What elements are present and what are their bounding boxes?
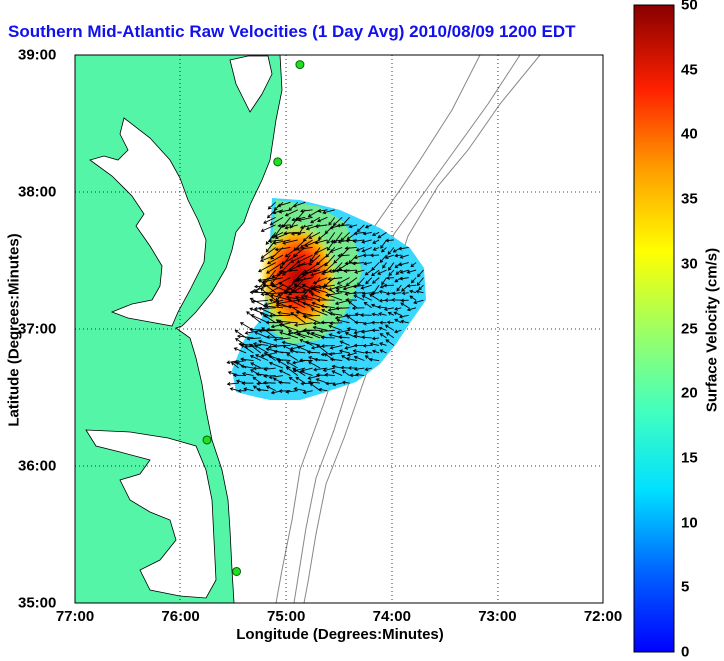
velocity-vector — [270, 315, 291, 316]
y-tick-label: 38:00 — [18, 184, 56, 201]
velocity-vector — [264, 376, 276, 377]
station-marker — [203, 436, 211, 444]
colorbar-tick-label: 5 — [681, 579, 689, 596]
x-tick-label: 73:00 — [478, 608, 516, 625]
colorbar-tick-label: 25 — [681, 320, 698, 337]
y-tick-label: 35:00 — [18, 595, 56, 612]
colorbar-tick-label: 0 — [681, 644, 689, 661]
station-marker — [296, 61, 304, 69]
colorbar-tick-label: 45 — [681, 61, 698, 78]
x-tick-label: 76:00 — [161, 608, 199, 625]
x-tick-label: 77:00 — [56, 608, 94, 625]
y-tick-label: 36:00 — [18, 458, 56, 475]
colorbar-tick-label: 50 — [681, 0, 698, 14]
colorbar-tick-label: 15 — [681, 449, 698, 466]
colorbar-tick-label: 30 — [681, 255, 698, 272]
colorbar-tick-label: 40 — [681, 126, 698, 143]
x-tick-label: 72:00 — [584, 608, 622, 625]
velocity-vector — [274, 345, 290, 346]
colorbar — [634, 5, 674, 652]
velocity-vector — [321, 337, 334, 338]
x-axis-label: Longitude (Degrees:Minutes) — [236, 626, 444, 643]
x-tick-label: 75:00 — [267, 608, 305, 625]
velocity-vector — [279, 391, 290, 392]
colorbar-tick-label: 10 — [681, 514, 698, 531]
station-marker — [233, 567, 241, 575]
chart-title: Southern Mid-Atlantic Raw Velocities (1 … — [8, 22, 576, 42]
velocity-vector — [336, 308, 349, 309]
station-marker — [274, 158, 282, 166]
y-axis-label: Latitude (Degrees:Minutes) — [6, 233, 23, 426]
y-tick-label: 37:00 — [18, 321, 56, 338]
y-tick-label: 39:00 — [18, 47, 56, 64]
colorbar-tick-label: 35 — [681, 191, 698, 208]
x-tick-label: 74:00 — [373, 608, 411, 625]
colorbar-tick-label: 20 — [681, 385, 698, 402]
colorbar-label: Surface Velocity (cm/s) — [704, 248, 721, 412]
velocity-vector — [257, 383, 268, 384]
